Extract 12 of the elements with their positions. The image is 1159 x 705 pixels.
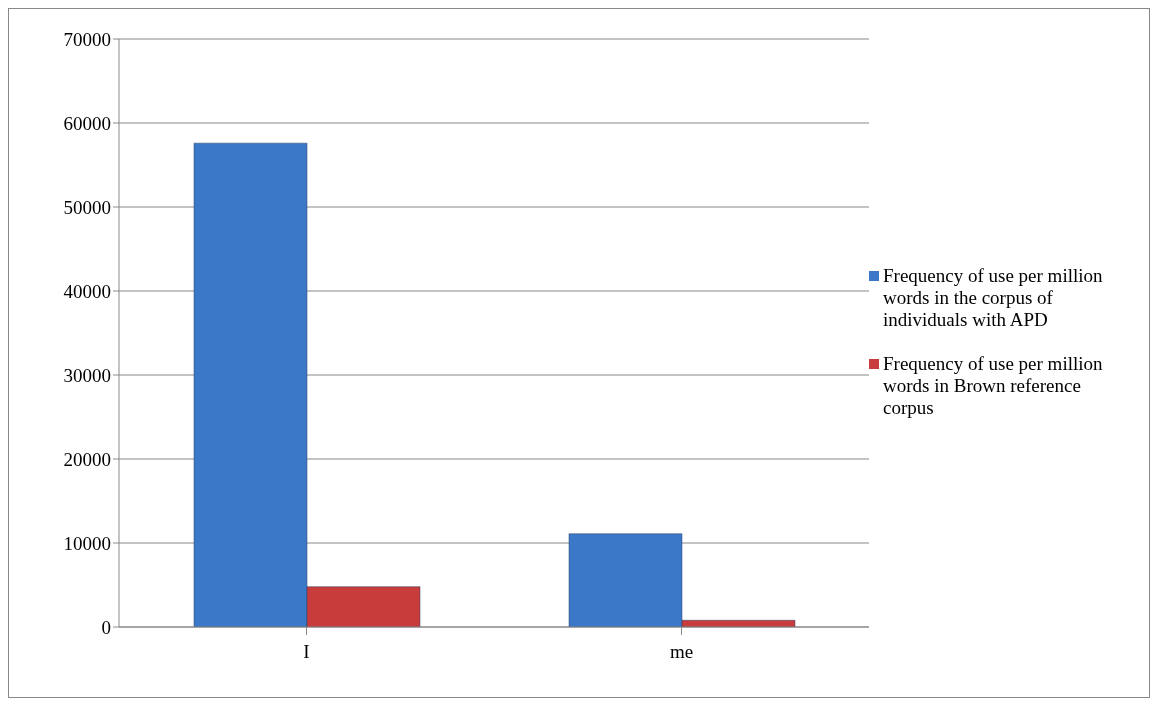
y-tick-label: 30000	[63, 364, 111, 386]
y-tick-label: 70000	[63, 28, 111, 50]
x-tick-label: I	[303, 641, 310, 663]
legend-label: Frequency of use per million words in the corpus of individuals with APD	[883, 265, 1104, 331]
y-tick-label: 10000	[63, 532, 111, 554]
y-tick-label: 0	[101, 616, 111, 638]
legend-label: Frequency of use per million words in Brown reference corpus	[883, 353, 1104, 419]
y-tick-label: 20000	[63, 448, 111, 470]
y-tick-label: 60000	[63, 112, 111, 134]
x-tick-label: me	[669, 641, 694, 663]
y-tick-label: 50000	[63, 196, 111, 218]
y-tick-label: 40000	[63, 280, 111, 302]
